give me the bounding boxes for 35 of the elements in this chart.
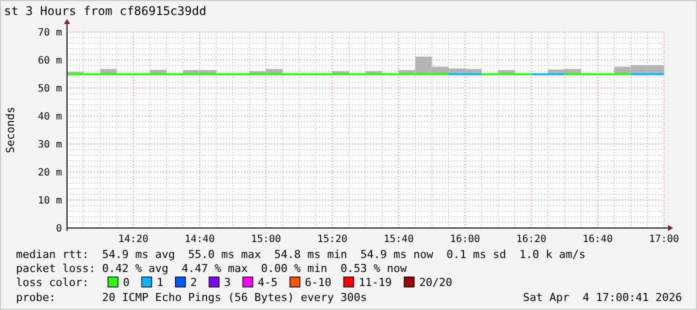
text: loss color: bbox=[16, 276, 89, 289]
chart-title: st 3 Hours from cf86915c39dd bbox=[4, 4, 206, 18]
legend-label: 4-5 bbox=[258, 276, 278, 289]
text: probe: 20 ICMP Echo Pings (56 Bytes) every 300s bbox=[16, 291, 367, 304]
y-tick-label: 50 m bbox=[38, 84, 62, 94]
legend-label: 6-10 bbox=[304, 276, 332, 289]
x-tick-label: 16:00 bbox=[450, 234, 480, 245]
legend-label: 11-19 bbox=[358, 276, 392, 289]
y-tick-label: 10 m bbox=[38, 196, 62, 206]
x-tick-label: 16:20 bbox=[516, 234, 546, 245]
legend-label: 20/20 bbox=[419, 276, 452, 289]
legend-label: 1 bbox=[156, 276, 164, 289]
x-tick-label: 15:20 bbox=[317, 234, 348, 245]
y-tick-label: 60 m bbox=[38, 56, 62, 66]
legend-label: 2 bbox=[190, 276, 198, 289]
x-tick-label: 17:00 bbox=[648, 234, 680, 245]
y-tick-label: 20 m bbox=[38, 168, 62, 178]
legend-label: 3 bbox=[224, 276, 231, 289]
text: median rtt: 54.9 ms avg 55.0 ms max 54.8 ms min 54.9 ms now 0.1 ms sd 1.0 k am/s bbox=[16, 248, 586, 261]
text: Sat Apr 4 17:00:41 2026 bbox=[523, 291, 682, 304]
y-tick-label: 40 m bbox=[38, 112, 62, 122]
bar bbox=[150, 70, 166, 74]
y-axis-title: Seconds bbox=[4, 106, 17, 154]
bar bbox=[498, 70, 515, 74]
bar bbox=[100, 68, 117, 74]
y-tick-label: 70 m bbox=[38, 28, 62, 38]
x-tick-label: 14:40 bbox=[184, 234, 215, 245]
x-tick-label: 15:40 bbox=[384, 234, 414, 245]
y-tick-label: 0 bbox=[56, 224, 62, 234]
x-tick-label: 15:00 bbox=[250, 234, 282, 245]
legend-label: 0 bbox=[123, 276, 130, 289]
x-tick-label: 14:20 bbox=[118, 234, 148, 245]
y-tick-label: 30 m bbox=[38, 140, 62, 150]
text: packet loss: 0.42 % avg 4.47 % max 0.00 % min 0.53 % now bbox=[16, 262, 408, 275]
x-tick-label: 16:40 bbox=[582, 234, 613, 245]
